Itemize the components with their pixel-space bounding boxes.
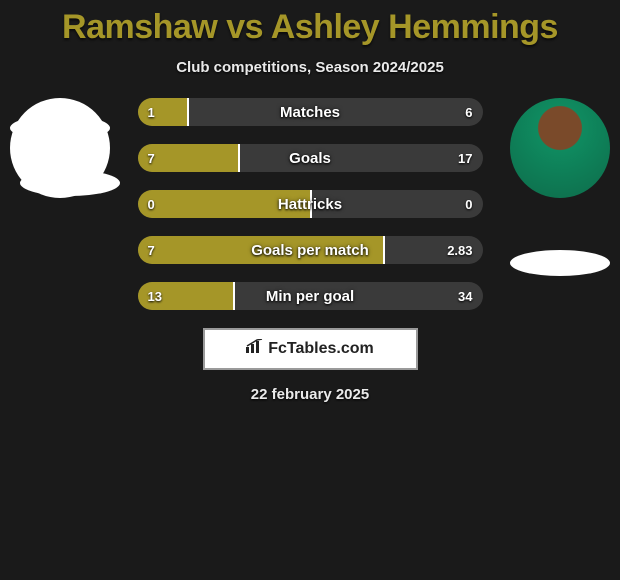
stat-label: Matches bbox=[138, 98, 483, 126]
stat-row: 717Goals bbox=[138, 144, 483, 172]
shirt-shape-left-1 bbox=[10, 115, 110, 141]
date-text: 22 february 2025 bbox=[0, 386, 620, 403]
stat-label: Min per goal bbox=[138, 282, 483, 310]
stat-row: 16Matches bbox=[138, 98, 483, 126]
stat-row: 00Hattricks bbox=[138, 190, 483, 218]
logo-text: FcTables.com bbox=[268, 340, 374, 358]
page-title: Ramshaw vs Ashley Hemmings bbox=[0, 0, 620, 47]
chart-icon bbox=[246, 339, 264, 358]
shirt-shape-left-2 bbox=[20, 170, 120, 196]
player-right bbox=[510, 98, 610, 198]
stat-label: Hattricks bbox=[138, 190, 483, 218]
avatar-right bbox=[510, 98, 610, 198]
stat-label: Goals bbox=[138, 144, 483, 172]
page-subtitle: Club competitions, Season 2024/2025 bbox=[0, 59, 620, 76]
stat-row: 1334Min per goal bbox=[138, 282, 483, 310]
stat-row: 72.83Goals per match bbox=[138, 236, 483, 264]
avatar-right-image bbox=[510, 98, 610, 198]
shirt-shape-right bbox=[510, 250, 610, 276]
logo-box: FcTables.com bbox=[203, 328, 418, 370]
stat-label: Goals per match bbox=[138, 236, 483, 264]
stats-bars: 16Matches 717Goals 00Hattricks 72.83Goals p… bbox=[138, 98, 483, 310]
